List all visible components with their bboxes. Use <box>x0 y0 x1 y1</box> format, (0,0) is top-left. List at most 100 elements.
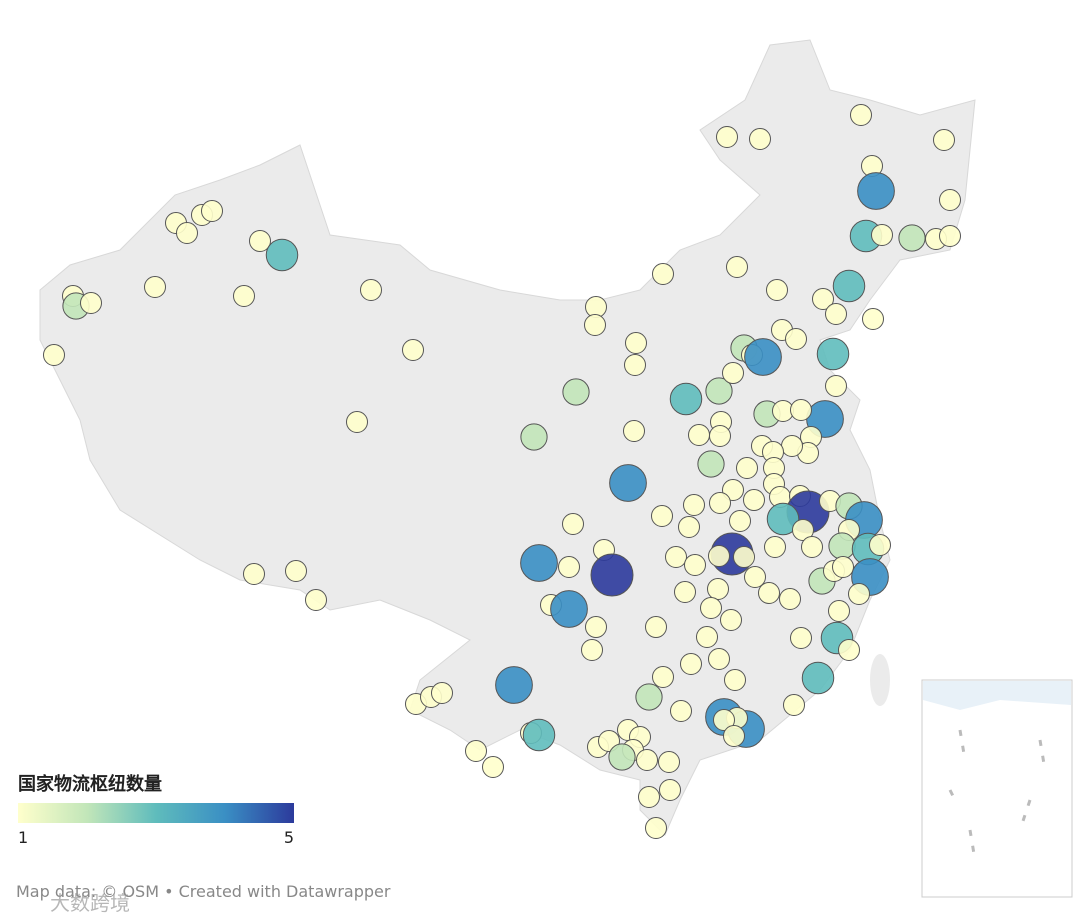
hub-bubble[interactable] <box>832 269 866 303</box>
hub-bubble[interactable] <box>709 492 731 514</box>
hub-bubble[interactable] <box>749 128 771 150</box>
hub-bubble[interactable] <box>700 597 722 619</box>
hub-bubble[interactable] <box>871 224 893 246</box>
hub-bubble[interactable] <box>720 609 742 631</box>
hub-bubble[interactable] <box>645 817 667 839</box>
hub-bubble[interactable] <box>265 238 299 272</box>
hub-bubble[interactable] <box>431 682 453 704</box>
hub-bubble[interactable] <box>562 378 590 406</box>
hub-bubble[interactable] <box>144 276 166 298</box>
hub-bubble[interactable] <box>790 627 812 649</box>
hub-bubble[interactable] <box>233 285 255 307</box>
hub-bubble[interactable] <box>581 639 603 661</box>
hub-bubble[interactable] <box>828 532 856 560</box>
hub-bubble[interactable] <box>623 420 645 442</box>
hub-bubble[interactable] <box>939 189 961 211</box>
hub-bubble[interactable] <box>758 582 780 604</box>
hub-bubble[interactable] <box>729 510 751 532</box>
hub-bubble[interactable] <box>43 344 65 366</box>
hub-bubble[interactable] <box>360 279 382 301</box>
hub-bubble[interactable] <box>697 450 725 478</box>
hub-bubble[interactable] <box>801 536 823 558</box>
hub-bubble[interactable] <box>801 661 835 695</box>
hub-bubble[interactable] <box>724 669 746 691</box>
hub-bubble[interactable] <box>850 104 872 126</box>
hub-bubble[interactable] <box>522 718 556 752</box>
hub-bubble[interactable] <box>726 256 748 278</box>
hub-bubble[interactable] <box>939 225 961 247</box>
hub-bubble[interactable] <box>670 700 692 722</box>
hub-bubble[interactable] <box>766 502 800 536</box>
hub-bubble[interactable] <box>243 563 265 585</box>
hub-bubble[interactable] <box>550 590 588 628</box>
hub-bubble[interactable] <box>658 751 680 773</box>
hub-bubble[interactable] <box>869 534 891 556</box>
hub-bubble[interactable] <box>688 424 710 446</box>
hub-bubble[interactable] <box>635 683 663 711</box>
hub-bubble[interactable] <box>680 653 702 675</box>
hub-bubble[interactable] <box>709 425 731 447</box>
hub-bubble[interactable] <box>562 513 584 535</box>
hub-bubble[interactable] <box>716 126 738 148</box>
hub-bubble[interactable] <box>201 200 223 222</box>
hub-bubble[interactable] <box>696 626 718 648</box>
hub-bubble[interactable] <box>558 556 580 578</box>
hub-bubble[interactable] <box>838 639 860 661</box>
hub-bubble[interactable] <box>645 616 667 638</box>
hub-bubble[interactable] <box>652 263 674 285</box>
hub-bubble[interactable] <box>625 332 647 354</box>
hub-bubble[interactable] <box>346 411 368 433</box>
hub-bubble[interactable] <box>812 288 834 310</box>
hub-bubble[interactable] <box>781 435 803 457</box>
hub-bubble[interactable] <box>659 779 681 801</box>
hub-bubble[interactable] <box>520 544 558 582</box>
hub-bubble[interactable] <box>305 589 327 611</box>
hub-bubble[interactable] <box>825 303 847 325</box>
hub-bubble[interactable] <box>402 339 424 361</box>
hub-bubble[interactable] <box>783 694 805 716</box>
hub-bubble[interactable] <box>722 362 744 384</box>
hub-bubble[interactable] <box>764 536 786 558</box>
hub-bubble[interactable] <box>585 616 607 638</box>
hub-bubble[interactable] <box>736 457 758 479</box>
hub-bubble[interactable] <box>848 583 870 605</box>
hub-bubble[interactable] <box>249 230 271 252</box>
hub-bubble[interactable] <box>176 222 198 244</box>
hub-bubble[interactable] <box>744 338 782 376</box>
hub-bubble[interactable] <box>898 224 926 252</box>
hub-bubble[interactable] <box>766 279 788 301</box>
hub-bubble[interactable] <box>816 337 850 371</box>
hub-bubble[interactable] <box>665 546 687 568</box>
hub-bubble[interactable] <box>669 382 703 416</box>
hub-bubble[interactable] <box>744 566 766 588</box>
hub-bubble[interactable] <box>674 581 696 603</box>
hub-bubble[interactable] <box>828 600 850 622</box>
hub-bubble[interactable] <box>636 749 658 771</box>
hub-bubble[interactable] <box>482 756 504 778</box>
hub-bubble[interactable] <box>520 423 548 451</box>
hub-bubble[interactable] <box>684 554 706 576</box>
hub-bubble[interactable] <box>707 578 729 600</box>
hub-bubble[interactable] <box>743 489 765 511</box>
hub-bubble[interactable] <box>792 519 814 541</box>
hub-bubble[interactable] <box>708 648 730 670</box>
hub-bubble[interactable] <box>624 354 646 376</box>
hub-bubble[interactable] <box>857 172 895 210</box>
hub-bubble[interactable] <box>733 546 755 568</box>
hub-bubble[interactable] <box>723 725 745 747</box>
hub-bubble[interactable] <box>638 786 660 808</box>
hub-bubble[interactable] <box>785 328 807 350</box>
hub-bubble[interactable] <box>584 314 606 336</box>
hub-bubble[interactable] <box>465 740 487 762</box>
hub-bubble[interactable] <box>708 545 730 567</box>
hub-bubble[interactable] <box>609 464 647 502</box>
hub-bubble[interactable] <box>495 666 533 704</box>
hub-bubble[interactable] <box>779 588 801 610</box>
hub-bubble[interactable] <box>790 399 812 421</box>
hub-bubble[interactable] <box>825 375 847 397</box>
hub-bubble[interactable] <box>285 560 307 582</box>
hub-bubble[interactable] <box>683 494 705 516</box>
hub-bubble[interactable] <box>713 709 735 731</box>
hub-bubble[interactable] <box>832 556 854 578</box>
hub-bubble[interactable] <box>80 292 102 314</box>
